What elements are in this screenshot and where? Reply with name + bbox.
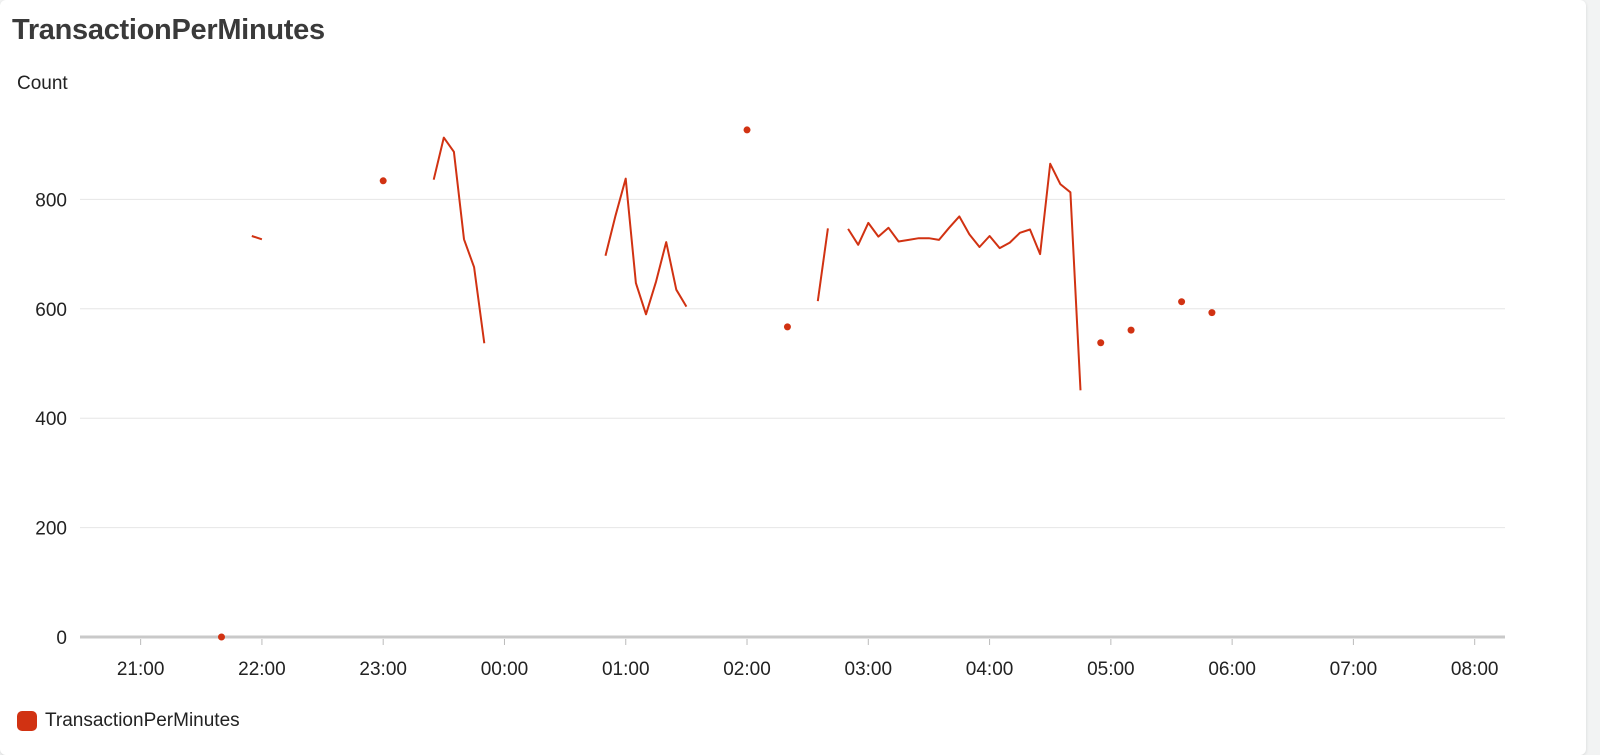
x-tick-label: 02:00	[723, 659, 771, 680]
x-tick-label: 01:00	[602, 659, 650, 680]
x-tick-label: 23:00	[359, 659, 407, 680]
y-tick-label: 400	[35, 409, 67, 430]
data-point	[743, 126, 751, 134]
x-tick-label: 22:00	[238, 659, 286, 680]
chart-title: TransactionPerMinutes	[12, 14, 325, 46]
y-tick-label: 800	[35, 190, 67, 211]
y-tick-label: 200	[35, 519, 67, 540]
data-point	[783, 323, 791, 331]
data-point	[1178, 298, 1186, 306]
data-point	[1097, 339, 1105, 347]
y-tick-label: 600	[35, 300, 67, 321]
data-point	[217, 633, 225, 641]
x-tick-label: 06:00	[1208, 659, 1256, 680]
x-tick-label: 05:00	[1087, 659, 1135, 680]
legend[interactable]: TransactionPerMinutes	[17, 710, 240, 732]
x-tick-label: 03:00	[845, 659, 893, 680]
series-line-segment	[847, 162, 1082, 391]
y-tick-label: 0	[56, 628, 67, 649]
series-line-segment	[251, 235, 263, 241]
legend-swatch	[17, 711, 37, 731]
line-chart: 0 200 400 600 800 21:00 22:00 23:00 00:00 01:00 02…	[35, 126, 1505, 680]
series-line-segment	[604, 177, 688, 316]
x-tick-label: 04:00	[966, 659, 1014, 680]
legend-label: TransactionPerMinutes	[45, 710, 240, 731]
x-tick-label: 21:00	[117, 659, 165, 680]
x-tick-label: 00:00	[481, 659, 529, 680]
y-axis-label: Count	[17, 73, 68, 94]
data-point	[1127, 326, 1135, 334]
data-point	[1208, 309, 1216, 317]
x-tick-label: 08:00	[1451, 659, 1499, 680]
series-line-segment	[816, 228, 829, 302]
data-point	[379, 177, 387, 185]
x-tick-label: 07:00	[1330, 659, 1378, 680]
series-line-segment	[432, 136, 486, 344]
